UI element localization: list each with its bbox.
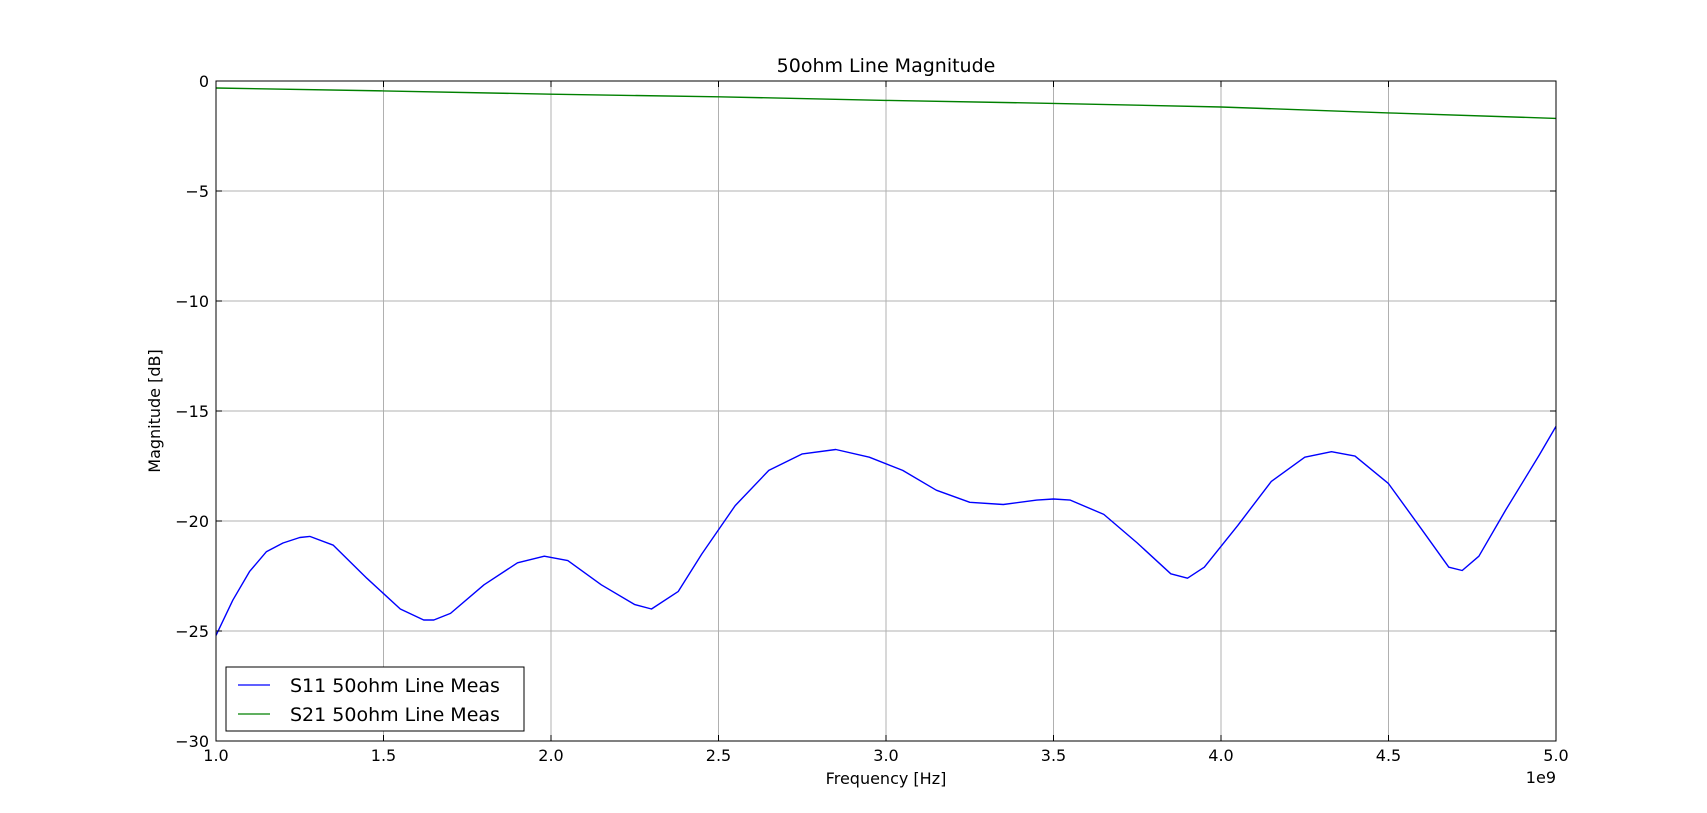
y-tick-label: −5 — [185, 182, 209, 201]
x-tick-label: 5.0 — [1543, 746, 1568, 765]
chart-title: 50ohm Line Magnitude — [777, 55, 996, 77]
x-tick-label: 1.5 — [371, 746, 396, 765]
legend-label-s11: S11 50ohm Line Meas — [290, 675, 500, 697]
x-axis-label: Frequency [Hz] — [826, 769, 947, 788]
y-tick-label: −15 — [175, 402, 209, 421]
x-axis-offset-text: 1e9 — [1526, 768, 1556, 787]
series-line-s11 — [215, 426, 1557, 636]
series-lines — [215, 87, 1557, 636]
series-line-s21 — [215, 87, 1557, 120]
legend-box — [225, 666, 525, 732]
y-tick-label: −20 — [175, 512, 209, 531]
x-tick-label: 2.5 — [706, 746, 731, 765]
legend-label-s21: S21 50ohm Line Meas — [290, 704, 500, 726]
x-tick-label: 3.5 — [1041, 746, 1066, 765]
y-tick-label: −30 — [175, 732, 209, 751]
legend: S11 50ohm Line Meas S21 50ohm Line Meas — [225, 666, 525, 732]
x-tick-label: 2.0 — [538, 746, 563, 765]
grid-lines — [215, 80, 1557, 742]
y-axis-label: Magnitude [dB] — [145, 349, 164, 472]
x-tick-label: 1.0 — [203, 746, 228, 765]
x-tick-label: 4.0 — [1208, 746, 1233, 765]
x-tick-label: 4.5 — [1376, 746, 1401, 765]
y-tick-label: −10 — [175, 292, 209, 311]
y-tick-label: −25 — [175, 622, 209, 641]
axis-ticks: 1.0 1.5 2.0 2.5 3.0 3.5 4.0 4.5 5.0 0 −5 −10 −15 −20 −… — [175, 72, 1568, 765]
x-tick-label: 3.0 — [873, 746, 898, 765]
y-tick-label: 0 — [199, 72, 209, 91]
